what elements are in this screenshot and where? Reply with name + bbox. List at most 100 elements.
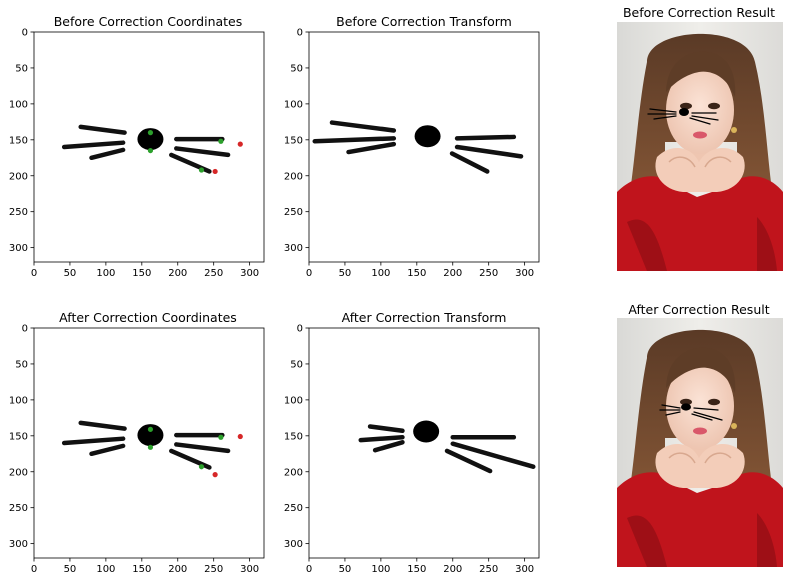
- x-tick-label: 0: [31, 564, 37, 575]
- y-tick-label: 150: [284, 135, 303, 146]
- x-tick-label: 200: [168, 268, 187, 279]
- x-tick-label: 300: [515, 564, 534, 575]
- after-correction-result-panel: After Correction Result: [617, 302, 783, 567]
- cat-whisker-overlay: [659, 403, 723, 421]
- data-point: [237, 141, 243, 147]
- chart-before-correction-coordinates: Before Correction Coordinates 0 50 100 150 2…: [9, 14, 265, 280]
- y-tick-label: 250: [9, 207, 28, 218]
- plot-marks: 0 50 100 150 200 250 300 0 50 100 150 200 250 300: [284, 324, 536, 575]
- whisker-stroke: [78, 420, 127, 431]
- y-tick-label: 100: [9, 99, 28, 110]
- result-photo: [617, 22, 783, 271]
- whisker-stroke: [346, 141, 397, 155]
- whisker-stroke: [329, 120, 397, 133]
- whisker-stroke: [61, 436, 126, 446]
- x-tick-label: 150: [407, 564, 426, 575]
- y-tick-label: 150: [9, 431, 28, 442]
- y-tick-label: 200: [9, 467, 28, 478]
- whisker-stroke: [367, 424, 405, 434]
- nose-shape: [413, 420, 440, 443]
- x-tick-label: 150: [407, 268, 426, 279]
- data-point: [198, 167, 205, 173]
- y-tick-label: 300: [284, 539, 303, 550]
- y-tick-label: 50: [15, 63, 28, 74]
- x-tick-label: 0: [306, 564, 312, 575]
- x-tick-label: 50: [339, 268, 352, 279]
- chart-after-correction-coordinates: After Correction Coordinates 0 50 100 150 20…: [9, 310, 265, 576]
- y-tick-label: 300: [284, 243, 303, 254]
- x-tick-label: 100: [371, 268, 390, 279]
- before-correction-result-panel: Before Correction Result: [617, 5, 783, 271]
- x-tick-label: 0: [306, 268, 312, 279]
- nose-shape: [414, 125, 441, 148]
- data-point: [212, 168, 218, 175]
- x-tick-label: 50: [339, 564, 352, 575]
- result-title: Before Correction Result: [623, 5, 775, 20]
- y-tick-label: 300: [9, 539, 28, 550]
- whisker-stroke: [454, 144, 524, 159]
- whisker-stroke: [174, 442, 231, 454]
- y-tick-label: 300: [9, 243, 28, 254]
- x-tick-label: 300: [240, 564, 259, 575]
- data-point: [218, 138, 224, 144]
- x-tick-label: 100: [96, 564, 115, 575]
- y-tick-label: 250: [284, 207, 303, 218]
- x-tick-label: 50: [64, 268, 77, 279]
- x-tick-label: 200: [443, 564, 462, 575]
- x-tick-label: 250: [479, 268, 498, 279]
- y-tick-label: 150: [284, 431, 303, 442]
- whisker-stroke: [174, 146, 231, 158]
- y-tick-label: 0: [22, 324, 28, 335]
- y-tick-label: 200: [9, 171, 28, 182]
- chart-title: Before Correction Coordinates: [54, 14, 243, 29]
- y-tick-label: 0: [297, 28, 303, 39]
- whisker-stroke: [61, 140, 126, 150]
- chart-after-correction-transform: After Correction Transform 0 50 100 150 200 2…: [284, 310, 540, 575]
- x-tick-label: 300: [240, 268, 259, 279]
- data-point: [147, 444, 154, 450]
- plot-marks: 0 50 100 150 200 250 300 0 50 100 150 200 250 300: [284, 28, 534, 280]
- x-tick-label: 0: [31, 268, 37, 279]
- y-tick-label: 200: [284, 171, 303, 182]
- whisker-stroke: [454, 134, 517, 141]
- data-point: [147, 426, 154, 432]
- chart-before-correction-transform: Before Correction Transform 0 50 100 150 200…: [284, 14, 540, 280]
- nose-shape: [137, 424, 164, 447]
- result-photo: [617, 318, 783, 567]
- y-tick-label: 100: [284, 395, 303, 406]
- y-tick-label: 50: [290, 63, 303, 74]
- x-tick-label: 150: [132, 564, 151, 575]
- data-point: [147, 147, 154, 154]
- data-point: [147, 130, 154, 136]
- data-point: [198, 464, 205, 470]
- x-tick-label: 100: [371, 564, 390, 575]
- x-tick-label: 250: [204, 268, 223, 279]
- cat-whisker-overlay: [647, 108, 719, 125]
- whisker-stroke: [312, 136, 397, 144]
- x-tick-label: 100: [96, 268, 115, 279]
- plot-area: [308, 327, 540, 559]
- plot-area: [308, 31, 540, 263]
- nose-shape: [137, 128, 164, 151]
- x-tick-label: 200: [443, 268, 462, 279]
- x-tick-label: 150: [132, 268, 151, 279]
- x-tick-label: 250: [479, 564, 498, 575]
- whisker-stroke: [449, 151, 490, 174]
- whisker-stroke: [358, 435, 405, 443]
- y-tick-label: 100: [9, 395, 28, 406]
- y-tick-label: 200: [284, 467, 303, 478]
- result-title: After Correction Result: [628, 302, 769, 317]
- chart-title: Before Correction Transform: [336, 14, 512, 29]
- y-tick-label: 50: [290, 359, 303, 370]
- plot-marks: 0 50 100 150 200 250 300 0 50 100 150 200 250 300: [9, 28, 259, 280]
- data-point: [237, 433, 243, 440]
- x-tick-label: 250: [204, 564, 223, 575]
- x-tick-label: 200: [168, 564, 187, 575]
- y-tick-label: 250: [284, 503, 303, 514]
- whisker-stroke: [372, 440, 405, 453]
- whisker-stroke: [450, 441, 536, 469]
- whisker-stroke: [444, 448, 493, 474]
- plot-marks: 0 50 100 150 200 250 300 0 50 100 150 200 250 300: [9, 324, 259, 576]
- y-tick-label: 150: [9, 135, 28, 146]
